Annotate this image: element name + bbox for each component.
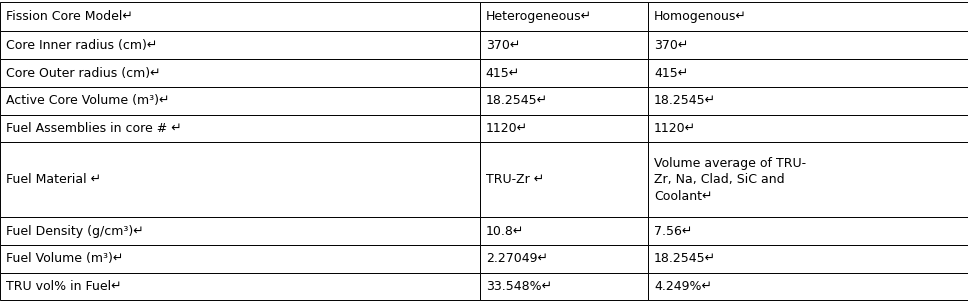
Bar [649,245,968,273]
Text: 18.2545↵: 18.2545↵ [486,94,548,107]
Text: 1120↵: 1120↵ [654,122,696,135]
Bar [480,31,649,59]
Bar [0,273,480,300]
Text: 4.249%↵: 4.249%↵ [654,280,711,293]
Text: Fuel Volume (m³)↵: Fuel Volume (m³)↵ [6,252,123,265]
Text: Volume average of TRU-
Zr, Na, Clad, SiC and
Coolant↵: Volume average of TRU- Zr, Na, Clad, SiC… [654,157,806,203]
Bar [0,143,480,217]
Text: Fuel Assemblies in core # ↵: Fuel Assemblies in core # ↵ [6,122,182,135]
Bar [480,115,649,143]
Bar [649,217,968,245]
Text: Core Inner radius (cm)↵: Core Inner radius (cm)↵ [6,39,157,52]
Text: TRU-Zr ↵: TRU-Zr ↵ [486,173,544,186]
Bar [649,59,968,87]
Bar [480,273,649,300]
Text: 415↵: 415↵ [654,66,688,79]
Bar [480,217,649,245]
Text: Heterogeneous↵: Heterogeneous↵ [486,10,592,23]
Bar [0,59,480,87]
Bar [649,87,968,115]
Text: 370↵: 370↵ [654,39,688,52]
Text: 2.27049↵: 2.27049↵ [486,252,548,265]
Text: 7.56↵: 7.56↵ [654,225,692,238]
Text: 415↵: 415↵ [486,66,520,79]
Bar [0,115,480,143]
Bar [649,31,968,59]
Text: 1120↵: 1120↵ [486,122,528,135]
Bar [480,2,649,31]
Bar [0,87,480,115]
Text: 370↵: 370↵ [486,39,520,52]
Bar [0,245,480,273]
Bar [480,245,649,273]
Bar [480,143,649,217]
Text: Fuel Material ↵: Fuel Material ↵ [6,173,101,186]
Text: 10.8↵: 10.8↵ [486,225,525,238]
Bar [0,31,480,59]
Bar [0,2,480,31]
Text: TRU vol% in Fuel↵: TRU vol% in Fuel↵ [6,280,121,293]
Bar [649,115,968,143]
Bar [649,273,968,300]
Text: 18.2545↵: 18.2545↵ [654,252,716,265]
Bar [480,59,649,87]
Text: Fuel Density (g/cm³)↵: Fuel Density (g/cm³)↵ [6,225,143,238]
Bar [0,217,480,245]
Bar [649,2,968,31]
Bar [480,87,649,115]
Bar [649,143,968,217]
Text: 18.2545↵: 18.2545↵ [654,94,716,107]
Text: Core Outer radius (cm)↵: Core Outer radius (cm)↵ [6,66,161,79]
Text: Active Core Volume (m³)↵: Active Core Volume (m³)↵ [6,94,169,107]
Text: Homogenous↵: Homogenous↵ [654,10,746,23]
Text: 33.548%↵: 33.548%↵ [486,280,552,293]
Text: Fission Core Model↵: Fission Core Model↵ [6,10,133,23]
